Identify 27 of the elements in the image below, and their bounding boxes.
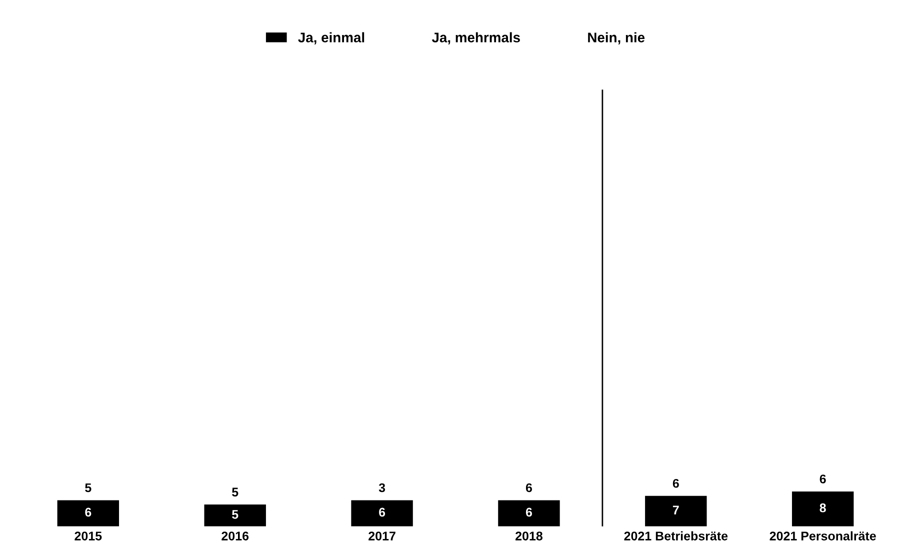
bar — [498, 500, 560, 526]
bar — [351, 500, 413, 526]
text: Nein, nie — [588, 32, 645, 44]
annotation: 6 — [820, 474, 826, 484]
x-tick-label: 2017 — [368, 532, 396, 540]
bar — [792, 491, 854, 526]
text: Ja, mehrmals — [432, 32, 520, 44]
data-label: 5 — [232, 510, 238, 519]
x-tick-label: 2015 — [74, 532, 102, 540]
bar — [645, 496, 707, 526]
annotation: 3 — [378, 483, 386, 492]
x-tick-label: 2021 Betriebsräte — [624, 531, 728, 540]
legend-label: Ja, einmal — [298, 32, 364, 44]
annotation: 6 — [526, 483, 532, 492]
data-label: 7 — [672, 506, 679, 514]
x-tick-label: 2016 — [222, 532, 249, 540]
data-label: 8 — [820, 503, 826, 512]
annotation: 5 — [232, 488, 238, 497]
annotation: 5 — [85, 483, 92, 492]
data-label: 6 — [85, 508, 92, 517]
x-tick-label: 2021 Personalräte — [770, 531, 876, 540]
data-label: 6 — [379, 508, 386, 517]
x-tick-label: 2018 — [516, 532, 542, 540]
bar — [57, 500, 120, 526]
annotation: 6 — [672, 478, 679, 488]
bar — [204, 504, 266, 526]
data-label: 6 — [526, 508, 532, 517]
